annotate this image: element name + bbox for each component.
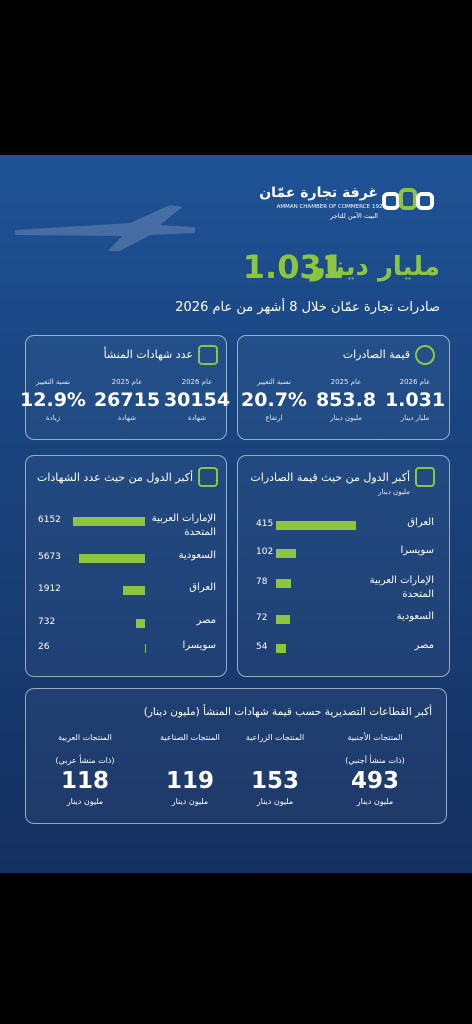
org-name-ar: غرفة تجارة عمّان xyxy=(259,185,378,201)
country-label: العراق xyxy=(189,582,216,593)
headline-subtitle: صادرات تجارة عمّان خلال 8 أشهر من عام 20… xyxy=(175,300,440,315)
sector-note: (ذات منشأ أجنبي) xyxy=(345,756,405,765)
certificates-card xyxy=(25,335,227,440)
certificate-icon xyxy=(198,467,218,487)
country-label: السعودية xyxy=(396,611,434,622)
growth-icon xyxy=(415,467,435,487)
sectors-card xyxy=(25,688,447,824)
bar-value: 415 xyxy=(256,519,274,529)
bar-value: 26 xyxy=(38,642,50,652)
export-value-card xyxy=(237,335,450,440)
stat-unit: شهادة xyxy=(187,414,207,422)
countries-by-certificates-card xyxy=(25,455,227,677)
logo-mark xyxy=(382,188,434,210)
stat-value: 12.9% xyxy=(20,389,86,411)
bar-value: 1912 xyxy=(38,584,61,594)
chart-unit: مليون دينار xyxy=(378,488,410,496)
country-label: سويسرا xyxy=(182,640,216,651)
sector-value: 493 xyxy=(350,768,400,794)
sector-value: 119 xyxy=(165,768,215,794)
stat-label: نسبة التغيير xyxy=(257,378,291,386)
sector-value: 118 xyxy=(60,768,110,794)
bar-value: 6152 xyxy=(38,515,61,525)
sector-name: المنتجات العربية xyxy=(58,733,112,742)
bar xyxy=(122,586,145,595)
sector-name: المنتجات الصناعية xyxy=(160,733,220,742)
bar xyxy=(136,619,145,628)
sector-unit: مليون دينار xyxy=(171,797,209,806)
bar-value: 78 xyxy=(256,577,268,587)
tagline: البيت الآمن للتاجر xyxy=(330,212,378,220)
country-label: الإمارات العربية المتحدة xyxy=(151,513,216,538)
stat-unit: ارتفاع xyxy=(265,414,283,422)
chart-title: أكبر الدول من حيث قيمة الصادرات xyxy=(250,471,410,484)
stat-unit: شهادة xyxy=(117,414,137,422)
country-label: مصر xyxy=(414,640,434,651)
stat-value: 853.8 xyxy=(315,389,377,411)
country-label: سويسرا xyxy=(400,545,434,556)
country-label: السعودية xyxy=(178,550,216,561)
stat-label: عام 2026 xyxy=(399,378,431,386)
stat-value: 20.7% xyxy=(241,389,307,411)
sector-note: (ذات منشأ عربي) xyxy=(55,756,115,765)
bar xyxy=(276,615,290,624)
headline-unit: مليار دينار xyxy=(310,252,440,282)
sector-name: المنتجات الزراعية xyxy=(245,733,305,742)
bar xyxy=(276,549,296,558)
sector-value: 153 xyxy=(250,768,300,794)
bar xyxy=(78,554,145,563)
stat-label: عام 2025 xyxy=(111,378,143,386)
certificate-icon xyxy=(198,345,218,365)
card-title: قيمة الصادرات xyxy=(342,348,410,361)
stat-label: عام 2025 xyxy=(330,378,362,386)
stat-unit: مليون دينار xyxy=(330,414,362,422)
country-label: مصر xyxy=(196,615,216,626)
org-name-en: AMMAN CHAMBER OF COMMERCE xyxy=(276,204,370,210)
founded-year: 1923 xyxy=(372,204,386,210)
bar-value: 72 xyxy=(256,613,268,623)
bar xyxy=(276,644,287,653)
sector-unit: مليون دينار xyxy=(356,797,394,806)
globe-icon xyxy=(415,345,435,365)
sectors-title: أكبر القطاعات التصديرية حسب قيمة شهادات … xyxy=(143,706,432,718)
stat-value: 30154 xyxy=(163,389,231,411)
sector-unit: مليون دينار xyxy=(256,797,294,806)
stat-label: عام 2026 xyxy=(181,378,213,386)
bar-value: 102 xyxy=(256,547,274,557)
bar-value: 5673 xyxy=(38,552,61,562)
bar-value: 732 xyxy=(38,617,56,627)
country-label: العراق xyxy=(407,517,434,528)
stat-value: 1.031 xyxy=(384,389,446,411)
bar xyxy=(276,521,356,530)
bar-value: 54 xyxy=(256,642,268,652)
infographic-background xyxy=(0,155,472,873)
sector-name: المنتجات الأجنبية xyxy=(347,733,403,742)
countries-by-value-card xyxy=(237,455,450,677)
airplane-decoration xyxy=(15,205,195,251)
sector-unit: مليون دينار xyxy=(66,797,104,806)
stat-unit: زيادة xyxy=(45,414,61,422)
chart-title: أكبر الدول من حيث عدد الشهادات xyxy=(36,471,193,484)
bar xyxy=(276,579,292,588)
country-label: الإمارات العربية المتحدة xyxy=(369,575,434,600)
stat-unit: مليار دينار xyxy=(400,414,430,422)
stat-label: نسبة التغيير xyxy=(36,378,70,386)
stat-value: 26715 xyxy=(93,389,161,411)
card-title: عدد شهادات المنشأ xyxy=(103,348,193,361)
bar xyxy=(73,517,145,526)
headline-value: 1.031 xyxy=(242,248,344,286)
